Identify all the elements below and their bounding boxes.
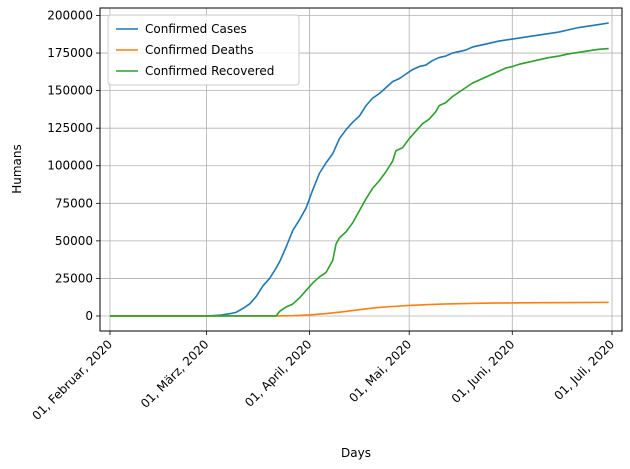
x-tick-label: 01, Mai, 2020 bbox=[346, 337, 414, 405]
x-tick-label: 01, April, 2020 bbox=[242, 337, 314, 409]
plot-frame bbox=[99, 7, 623, 332]
legend-entry: Confirmed Recovered bbox=[145, 64, 274, 78]
x-tick-label: 01, März, 2020 bbox=[138, 337, 212, 411]
legend-box bbox=[107, 14, 300, 86]
y-tick-label: 75000 bbox=[55, 196, 93, 210]
y-tick-label: 50000 bbox=[55, 234, 93, 248]
series-line-1 bbox=[109, 22, 609, 317]
legend-entry: Confirmed Deaths bbox=[145, 43, 254, 57]
series-lines bbox=[109, 22, 609, 317]
x-axis-ticks: 01, Februar, 2020 01, März, 2020 01, April… bbox=[29, 331, 617, 423]
legend-entry: Confirmed Cases bbox=[145, 22, 247, 36]
y-tick-label: 100000 bbox=[47, 159, 93, 173]
y-axis-ticks: 0 25000 50000 75000 100000 125000 150000 175000… bbox=[47, 9, 100, 323]
x-tick-label: 01, Juli, 2020 bbox=[551, 337, 617, 403]
x-tick-label: 01, Juni, 2020 bbox=[449, 337, 518, 406]
y-axis-label: Humans bbox=[10, 144, 24, 194]
y-tick-label: 150000 bbox=[47, 84, 93, 98]
legend: Confirmed Cases Confirmed Deaths Confirmed… bbox=[107, 14, 300, 86]
grid-lines bbox=[100, 8, 622, 331]
y-tick-label: 200000 bbox=[47, 9, 93, 23]
y-tick-label: 175000 bbox=[47, 46, 93, 60]
series-line-2 bbox=[109, 301, 609, 317]
y-tick-label: 125000 bbox=[47, 121, 93, 135]
x-axis-label: Days bbox=[341, 446, 371, 460]
y-tick-label: 25000 bbox=[55, 271, 93, 285]
x-tick-label: 01, Februar, 2020 bbox=[29, 337, 115, 423]
y-tick-label: 0 bbox=[85, 309, 93, 323]
series-line-3 bbox=[109, 47, 609, 317]
